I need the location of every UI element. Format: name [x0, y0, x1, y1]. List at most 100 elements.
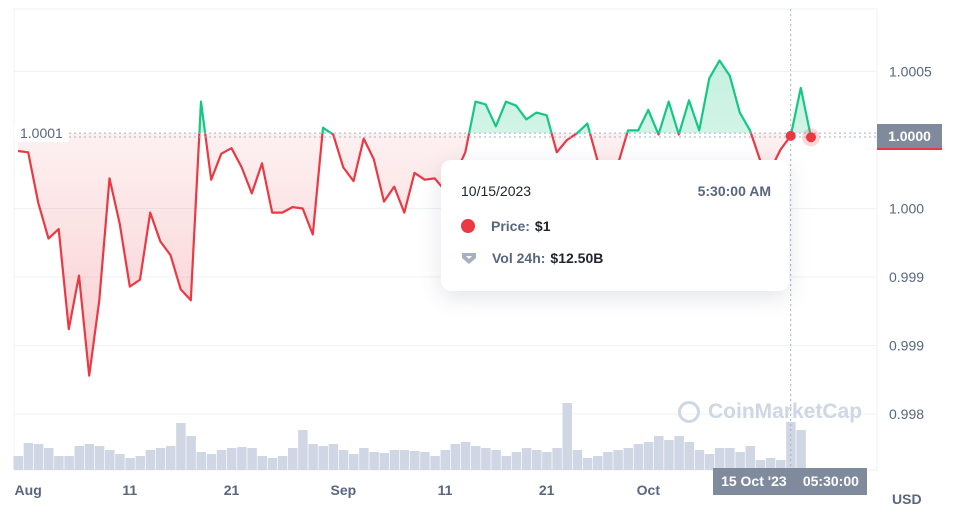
y-tick-label: 0.999 [889, 269, 924, 285]
volume-bar [267, 458, 278, 470]
volume-bar [552, 448, 562, 470]
volume-bar [501, 456, 511, 470]
volume-bar [359, 448, 369, 470]
x-tick-label: 11 [122, 482, 137, 498]
volume-bar [633, 444, 644, 470]
volume-bar [125, 458, 135, 470]
volume-bar [491, 450, 501, 470]
volume-bar [74, 446, 84, 470]
volume-bar [430, 456, 440, 470]
volume-bar [216, 450, 227, 470]
tooltip-time: 5:30:00 AM [697, 183, 771, 199]
volume-bar [44, 448, 54, 470]
volume-bar [765, 458, 776, 470]
volume-bar [84, 444, 95, 470]
volume-bar [94, 446, 105, 470]
volume-bar [643, 442, 654, 470]
volume-bar [155, 448, 166, 470]
volume-bar [105, 450, 115, 470]
x-tick-label: 21 [539, 482, 555, 498]
last-point [806, 132, 816, 143]
volume-bar [13, 456, 23, 470]
volume-bar [186, 436, 196, 470]
tooltip-volume-row: Vol 24h: $12.50B [461, 250, 603, 266]
volume-bar [247, 448, 257, 470]
area-above-baseline [199, 60, 811, 134]
volume-bar [257, 456, 267, 470]
volume-bar [349, 454, 359, 470]
volume-bar [471, 446, 481, 470]
volume-bar [572, 450, 583, 470]
volume-bar [582, 458, 593, 470]
volume-bar [237, 446, 247, 470]
price-label: Price: [491, 218, 530, 234]
watermark: CoinMarketCap [678, 400, 862, 424]
baseline-label: 1.0001 [14, 124, 69, 142]
volume-bar [511, 452, 522, 470]
volume-bar [298, 430, 308, 470]
y-tick-label: 0.998 [889, 406, 924, 422]
volume-bar [318, 446, 328, 470]
volume-bar [440, 450, 450, 470]
volume-bar [715, 448, 725, 470]
volume-bar [328, 444, 339, 470]
y-tick-label: 1.0005 [889, 64, 932, 80]
volume-bar [166, 446, 176, 470]
volume-icon [462, 253, 476, 264]
volume-bar [115, 454, 125, 470]
volume-bar [338, 450, 349, 470]
volume-bar [745, 446, 755, 470]
current-price-label: 1.0000 [877, 124, 942, 150]
tooltip-price-row: Price: $1 [461, 218, 551, 234]
volume-bar [654, 436, 664, 470]
coinmarketcap-logo-icon [678, 401, 700, 423]
watermark-text: CoinMarketCap [708, 400, 863, 423]
volume-bar [64, 456, 74, 470]
area-below-baseline [18, 133, 811, 376]
x-tick-label: Aug [15, 482, 42, 498]
volume-bar [674, 436, 684, 470]
x-tick-label: 11 [438, 482, 453, 498]
volume-bar [542, 452, 552, 470]
crosshair-time-label: 15 Oct '23 05:30:00 [713, 468, 867, 495]
volume-value: $12.50B [550, 250, 604, 266]
volume-bar [369, 452, 379, 470]
y-tick-label: 0.999 [889, 338, 924, 354]
y-tick-label: 1.000 [889, 201, 924, 217]
hover-point [785, 130, 796, 141]
volume-bar [379, 452, 389, 470]
volume-bar [481, 448, 491, 470]
x-tick-label: Sep [330, 482, 356, 498]
volume-bar [786, 422, 796, 470]
volume-bar [704, 454, 715, 470]
volume-bar [410, 450, 420, 470]
x-tick-label: Oct [637, 482, 661, 498]
volume-bar [308, 444, 318, 470]
volume-bar [593, 456, 603, 470]
crosshair-time: 05:30:00 [802, 473, 859, 489]
volume-bar [694, 450, 705, 470]
volume-bar [735, 452, 745, 470]
volume-bar [206, 454, 217, 470]
volume-bar [684, 442, 694, 470]
volume-label: Vol 24h: [492, 250, 546, 266]
volume-bar [450, 444, 461, 470]
price-value: $1 [534, 218, 551, 234]
volume-bar [23, 442, 34, 470]
volume-bar [54, 456, 64, 470]
price-line-down [17, 133, 813, 377]
currency-label: USD [892, 491, 922, 507]
volume-bar [399, 450, 410, 470]
volume-bar [135, 456, 145, 470]
volume-bar [532, 450, 542, 470]
tooltip-date: 10/15/2023 [461, 183, 532, 199]
volume-bar [613, 450, 623, 470]
volume-bar [603, 452, 613, 470]
volume-bar [725, 448, 735, 470]
x-tick-label: 21 [224, 482, 240, 498]
crosshair-date: 15 Oct '23 [721, 473, 787, 489]
volume-bar [460, 442, 471, 470]
volume-bar [227, 448, 237, 470]
volume-bar [623, 448, 633, 470]
